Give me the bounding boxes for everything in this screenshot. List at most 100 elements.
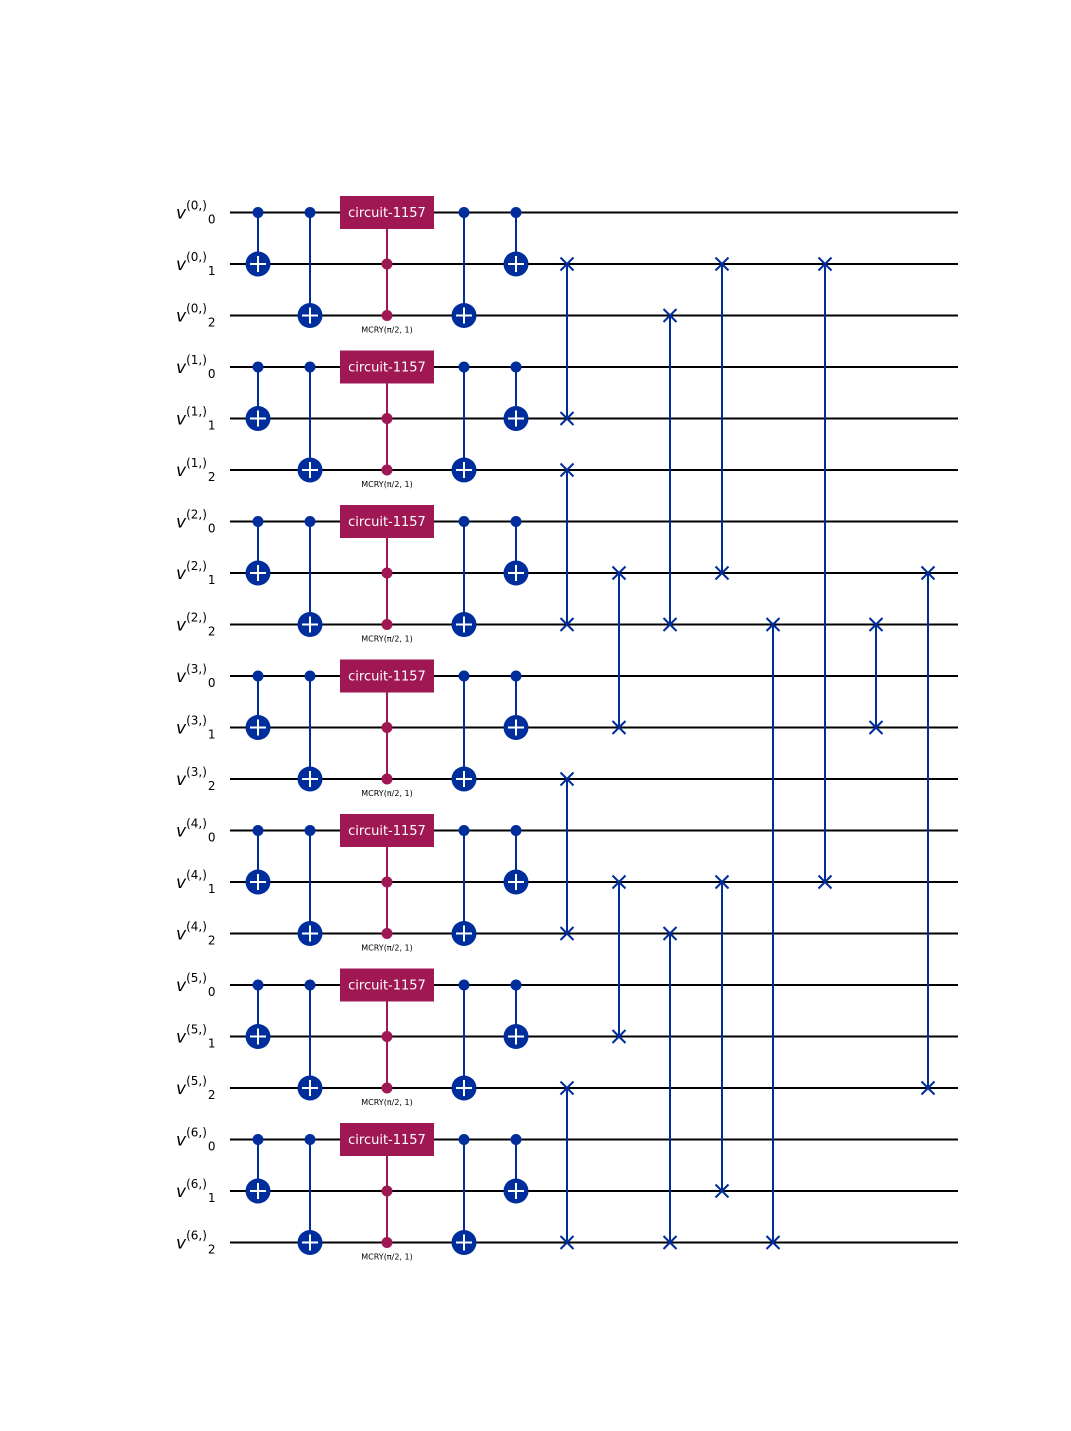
swap-cross-b bbox=[559, 462, 575, 478]
control-dot bbox=[381, 619, 393, 630]
qubit-label-superscript: (4,) bbox=[186, 817, 207, 831]
control-dot bbox=[510, 979, 522, 991]
qubit-label: v(5,)0 bbox=[176, 971, 216, 999]
qubit-label-symbol: v bbox=[176, 1079, 187, 1099]
swap-cross bbox=[559, 926, 575, 941]
cnot-gate bbox=[245, 979, 271, 1049]
qubit-wires bbox=[230, 211, 958, 1244]
cnot-target bbox=[451, 921, 477, 946]
swap-cross bbox=[714, 1183, 730, 1199]
cnot-target bbox=[245, 406, 271, 431]
control-dot bbox=[381, 928, 393, 939]
swap-gate bbox=[714, 256, 730, 581]
cnot-target bbox=[245, 1178, 271, 1204]
cnot-gate bbox=[451, 979, 477, 1101]
control-dot bbox=[304, 825, 316, 836]
control-dot bbox=[304, 670, 316, 682]
qubit-label-subscript: 0 bbox=[208, 213, 216, 227]
qubit-label-superscript: (4,) bbox=[186, 920, 207, 934]
cnot-gate bbox=[451, 207, 477, 328]
swap-cross-b bbox=[559, 1080, 575, 1096]
block-gates: circuit-1157 MCRY(π/2, 1) bbox=[245, 659, 529, 798]
swap-cross-b bbox=[920, 1080, 936, 1096]
cnot-target bbox=[451, 1075, 477, 1101]
custom-gate-box bbox=[340, 659, 434, 693]
custom-gate-box bbox=[340, 1123, 434, 1156]
swap-cross bbox=[559, 462, 575, 478]
cnot-target bbox=[245, 560, 271, 586]
qubit-label-superscript: (3,) bbox=[186, 662, 207, 676]
qubit-label: v(1,)2 bbox=[176, 456, 216, 484]
cnot-gate bbox=[297, 1134, 323, 1255]
block-gates: circuit-1157 MCRY(π/2, 1) bbox=[245, 968, 529, 1107]
qubit-label: v(4,)0 bbox=[176, 817, 216, 845]
gates: circuit-1157 MCRY(π/2, 1) circuit-1157 MCRY… bbox=[245, 196, 936, 1262]
qubit-label: v(6,)0 bbox=[176, 1126, 216, 1154]
control-dot bbox=[381, 413, 393, 424]
control-dot bbox=[458, 516, 470, 527]
mcry-label: MCRY(π/2, 1) bbox=[361, 480, 412, 489]
custom-gate-label: circuit-1157 bbox=[348, 1133, 426, 1148]
qubit-label-symbol: v bbox=[176, 925, 187, 945]
swap-gate bbox=[559, 1080, 575, 1250]
swap-cross-b bbox=[714, 1183, 730, 1199]
qubit-label-subscript: 2 bbox=[208, 779, 216, 793]
qubit-label-symbol: v bbox=[176, 1234, 187, 1254]
qubit-label-symbol: v bbox=[176, 822, 187, 842]
mcry-label: MCRY(π/2, 1) bbox=[361, 944, 412, 953]
qubit-labels: v(0,)0v(0,)1v(0,)2v(1,)0v(1,)1v(1,)2v(2,… bbox=[176, 199, 216, 1257]
qubit-label-symbol: v bbox=[176, 667, 187, 687]
qubit-label-symbol: v bbox=[176, 410, 187, 430]
control-dot bbox=[381, 1185, 393, 1197]
cnot-target bbox=[297, 766, 323, 792]
qubit-label-subscript: 1 bbox=[208, 1191, 216, 1205]
control-dot bbox=[510, 361, 522, 373]
block-gates: circuit-1157 MCRY(π/2, 1) bbox=[245, 196, 529, 335]
block-gates: circuit-1157 MCRY(π/2, 1) bbox=[245, 814, 529, 953]
mcry-gate: circuit-1157 MCRY(π/2, 1) bbox=[340, 659, 434, 798]
qubit-label: v(3,)0 bbox=[176, 662, 216, 690]
cnot-target bbox=[503, 560, 529, 586]
cnot-gate bbox=[245, 825, 271, 895]
swap-gate bbox=[714, 874, 730, 1199]
swap-cross-b bbox=[611, 874, 627, 890]
custom-gate-box bbox=[340, 814, 434, 847]
swap-gate bbox=[559, 256, 575, 426]
custom-gate-box bbox=[340, 196, 434, 229]
qubit-label-superscript: (0,) bbox=[186, 250, 207, 264]
qubit-label-superscript: (2,) bbox=[186, 611, 207, 625]
swap-cross bbox=[920, 565, 936, 581]
swap-gate bbox=[817, 256, 833, 890]
qubit-label-superscript: (3,) bbox=[186, 765, 207, 779]
swap-gate bbox=[662, 926, 678, 1250]
swap-cross-b bbox=[662, 926, 678, 941]
qubit-label-symbol: v bbox=[176, 358, 187, 378]
cnot-gate bbox=[503, 361, 529, 431]
qubit-label-symbol: v bbox=[176, 204, 187, 224]
custom-gate-box bbox=[340, 505, 434, 538]
cnot-target bbox=[297, 303, 323, 328]
cnot-target bbox=[451, 612, 477, 637]
cnot-gate bbox=[297, 516, 323, 637]
cnot-gate bbox=[297, 207, 323, 328]
cnot-gate bbox=[245, 1134, 271, 1204]
qubit-label-superscript: (6,) bbox=[186, 1177, 207, 1191]
qubit-label-superscript: (0,) bbox=[186, 199, 207, 213]
swap-cross-b bbox=[714, 874, 730, 890]
swap-cross bbox=[765, 1235, 781, 1250]
mcry-gate: circuit-1157 MCRY(π/2, 1) bbox=[340, 350, 434, 489]
qubit-label-subscript: 2 bbox=[208, 625, 216, 639]
qubit-label-subscript: 0 bbox=[208, 367, 216, 381]
mcry-label: MCRY(π/2, 1) bbox=[361, 635, 412, 644]
cnot-gate bbox=[451, 670, 477, 792]
mcry-gate: circuit-1157 MCRY(π/2, 1) bbox=[340, 196, 434, 335]
mcry-label: MCRY(π/2, 1) bbox=[361, 326, 412, 335]
swap-cross bbox=[611, 1029, 627, 1044]
swap-cross bbox=[662, 308, 678, 323]
cnot-target bbox=[503, 1178, 529, 1204]
qubit-label: v(5,)1 bbox=[176, 1023, 216, 1051]
cnot-target bbox=[451, 766, 477, 792]
control-dot bbox=[381, 258, 393, 270]
qubit-label-symbol: v bbox=[176, 976, 187, 996]
